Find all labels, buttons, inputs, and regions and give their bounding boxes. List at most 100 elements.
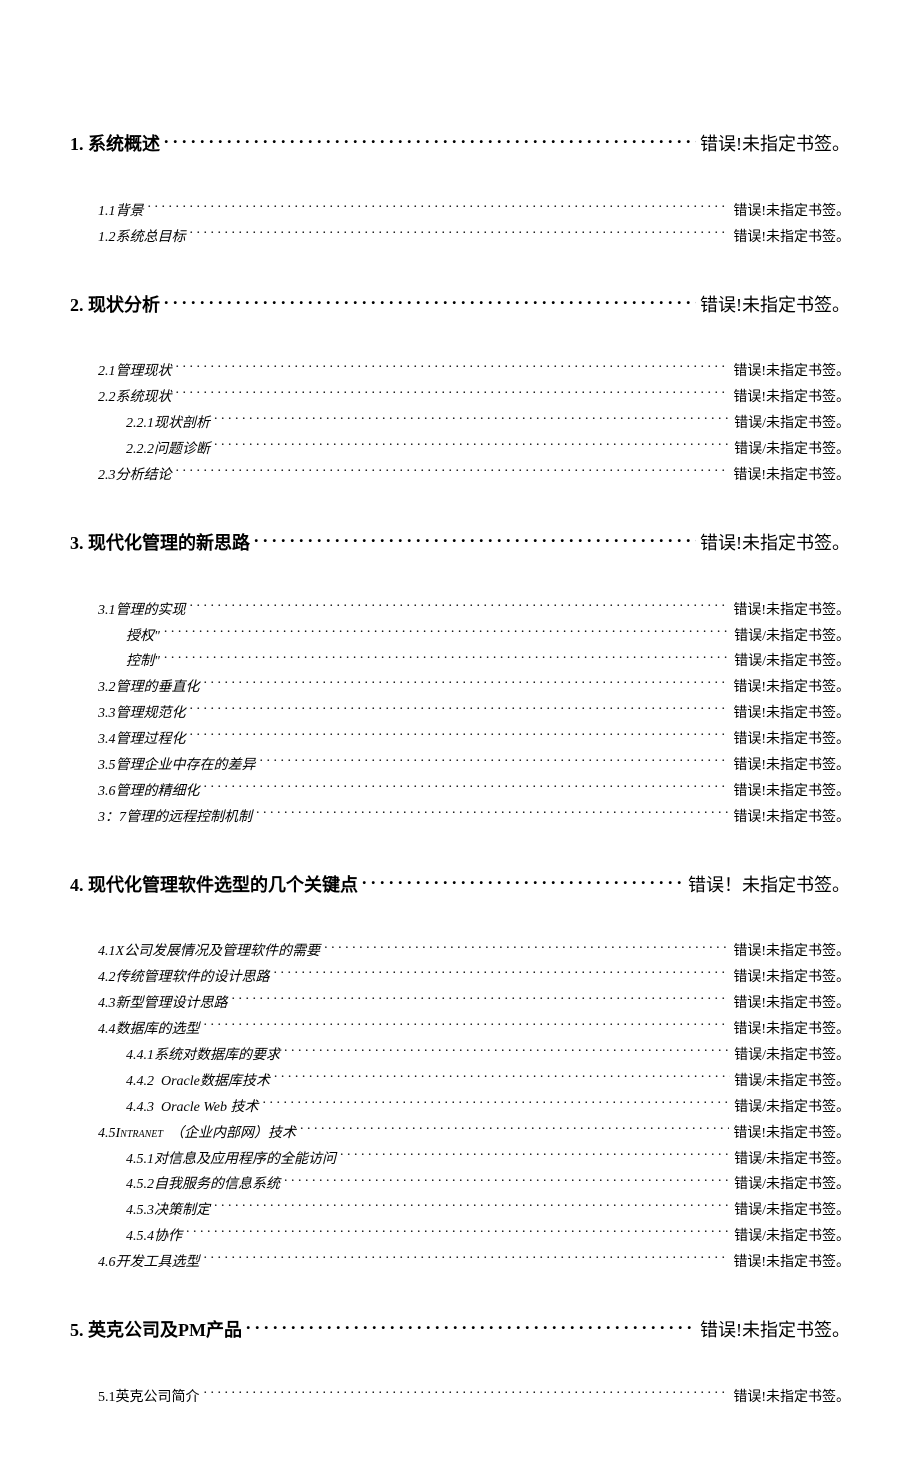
toc-leader-dots: [204, 677, 730, 691]
toc-leader-dots: [204, 781, 730, 795]
toc-entry-level-2: 3.1管理的实现 错误!未指定书签。: [98, 598, 850, 624]
toc-entry-level-2: 4.2传统管理软件的设计思路 错误!未指定书签。: [98, 965, 850, 991]
toc-leader-dots: [204, 1252, 730, 1266]
toc-leader-dots: [260, 755, 730, 769]
toc-page-ref: 错误!未指定书签。: [700, 291, 850, 320]
toc-leader-dots: [340, 1149, 730, 1163]
toc-entry-level-3: 4.5.1对信息及应用程序的全能访问 错误/未指定书签。: [126, 1147, 850, 1173]
toc-page-ref: 错误/未指定书签。: [734, 649, 850, 675]
toc-entry-level-2: 3.5管理企业中存在的差异 错误!未指定书签。: [98, 753, 850, 779]
toc-entry-level-3: 2.2.2问题诊断错误/未指定书签。: [126, 437, 850, 463]
toc-leader-dots: [176, 387, 730, 401]
toc-label: 2. 现状分析: [70, 291, 160, 320]
toc-entry-level-2: 5.1英克公司简介 错误!未指定书签。: [98, 1385, 850, 1411]
toc-label: 2.2系统现状: [98, 385, 172, 411]
toc-page-ref: 错误/未指定书签。: [734, 411, 850, 437]
toc-entry-level-3: 2.2.1现状剖析 错误/未指定书签。: [126, 411, 850, 437]
toc-leader-dots: [262, 1097, 730, 1111]
toc-entry-level-1: 1. 系统概述 错误!未指定书签。: [70, 130, 850, 159]
toc-leader-dots: [214, 439, 730, 453]
toc-label: 3.3管理规范化: [98, 701, 186, 727]
toc-leader-dots: [284, 1174, 730, 1188]
toc-label: 3.5管理企业中存在的差异: [98, 753, 256, 779]
toc-leader-dots: [164, 132, 696, 150]
toc-label: 3.6管理的精细化: [98, 779, 200, 805]
toc-label: 1.2系统总目标: [98, 225, 186, 251]
toc-entry-level-3: 4.4.3 Oracle Web 技术错误/未指定书签。: [126, 1095, 850, 1121]
toc-leader-dots: [176, 465, 730, 479]
toc-entry-level-1: 3. 现代化管理的新思路 错误!未指定书签。: [70, 529, 850, 558]
toc-leader-dots: [176, 361, 730, 375]
toc-label: 3.1管理的实现: [98, 598, 186, 624]
toc-leader-dots: [164, 626, 730, 640]
toc-entry-level-2: 2.3分析结论错误!未指定书签。: [98, 463, 850, 489]
toc-label: 2.3分析结论: [98, 463, 172, 489]
toc-leader-dots: [190, 227, 730, 241]
toc-page-ref: 错误!未指定书签。: [733, 965, 850, 991]
toc-leader-dots: [324, 941, 729, 955]
toc-label: 2.1管理现状: [98, 359, 172, 385]
toc-page-ref: 错误!未指定书签。: [733, 1385, 850, 1411]
toc-entry-level-3: 4.5.4协作 错误/未指定书签。: [126, 1224, 850, 1250]
toc-entry-level-2: 3：7管理的远程控制机制 错误!未指定书签。: [98, 805, 850, 831]
toc-entry-level-3: 4.4.1系统对数据库的要求错误/未指定书签。: [126, 1043, 850, 1069]
toc-label: 4.5Intranet （企业内部网）技术: [98, 1121, 296, 1147]
toc-entry-level-2: 3.6管理的精细化 错误!未指定书签。: [98, 779, 850, 805]
toc-leader-dots: [164, 293, 696, 311]
toc-leader-dots: [204, 1019, 730, 1033]
toc-label: 4.5.1对信息及应用程序的全能访问: [126, 1147, 336, 1173]
toc-label: 4.2传统管理软件的设计思路: [98, 965, 270, 991]
toc-label: 4.4数据库的选型: [98, 1017, 200, 1043]
toc-entry-level-2: 4.3新型管理设计思路错误!未指定书签。: [98, 991, 850, 1017]
toc-leader-dots: [300, 1123, 729, 1137]
toc-leader-dots: [214, 413, 730, 427]
toc-leader-dots: [190, 703, 730, 717]
toc-entry-level-2: 2.1管理现状错误!未指定书签。: [98, 359, 850, 385]
toc-page-ref: 错误!未指定书签。: [733, 753, 850, 779]
toc-page-ref: 错误!未指定书签。: [733, 805, 850, 831]
toc-label: 4.5.4协作: [126, 1224, 182, 1250]
toc-entry-level-2: 4.5Intranet （企业内部网）技术 错误!未指定书签。: [98, 1121, 850, 1147]
toc-entry-level-1: 5. 英克公司及PM产品错误!未指定书签。: [70, 1316, 850, 1345]
toc-leader-dots: [204, 1387, 730, 1401]
toc-label: 授权": [126, 624, 160, 650]
toc-page-ref: 错误/未指定书签。: [734, 1147, 850, 1173]
toc-page-ref: 错误!未指定书签。: [733, 727, 850, 753]
toc-label: 3. 现代化管理的新思路: [70, 529, 250, 558]
toc-page-ref: 错误!未指定书签。: [700, 529, 850, 558]
toc-page-ref: 错误！未指定书签。: [688, 871, 850, 900]
toc-page-ref: 错误/未指定书签。: [734, 1198, 850, 1224]
toc-page-ref: 错误!未指定书签。: [733, 385, 850, 411]
toc-page-ref: 错误!未指定书签。: [733, 779, 850, 805]
toc-label: 4.4.2 Oracle数据库技术: [126, 1069, 270, 1095]
toc-page-ref: 错误!未指定书签。: [733, 675, 850, 701]
toc-leader-dots: [284, 1045, 730, 1059]
toc-entry-level-3: 4.5.2自我服务的信息系统错误/未指定书签。: [126, 1172, 850, 1198]
toc-page-ref: 错误!未指定书签。: [733, 1121, 850, 1147]
toc-label: 2.2.1现状剖析: [126, 411, 210, 437]
table-of-contents: 1. 系统概述错误!未指定书签。1.1背景错误!未指定书签。1.2系统总目标错误…: [70, 130, 850, 1411]
toc-leader-dots: [274, 1071, 730, 1085]
toc-leader-dots: [190, 600, 730, 614]
toc-leader-dots: [148, 201, 730, 215]
toc-leader-dots: [274, 967, 730, 981]
toc-label: 5. 英克公司及PM产品: [70, 1316, 242, 1345]
toc-page-ref: 错误/未指定书签。: [734, 1224, 850, 1250]
toc-label: 4.4.1系统对数据库的要求: [126, 1043, 280, 1069]
toc-entry-level-2: 3.3管理规范化错误!未指定书签。: [98, 701, 850, 727]
toc-page-ref: 错误!未指定书签。: [733, 1250, 850, 1276]
toc-label: 1. 系统概述: [70, 130, 160, 159]
toc-entry-level-3: 4.5.3决策制定错误/未指定书签。: [126, 1198, 850, 1224]
toc-label: 4.3新型管理设计思路: [98, 991, 228, 1017]
toc-page-ref: 错误/未指定书签。: [734, 1095, 850, 1121]
toc-leader-dots: [246, 1318, 696, 1336]
toc-page-ref: 错误!未指定书签。: [700, 130, 850, 159]
toc-label: 3.2管理的垂直化: [98, 675, 200, 701]
toc-label: 5.1英克公司简介: [98, 1385, 200, 1411]
toc-entry-level-3: 授权"错误/未指定书签。: [126, 624, 850, 650]
toc-label: 3.4管理过程化: [98, 727, 186, 753]
toc-label: 2.2.2问题诊断: [126, 437, 210, 463]
toc-page-ref: 错误!未指定书签。: [733, 598, 850, 624]
toc-label: 3：7管理的远程控制机制: [98, 805, 252, 831]
toc-entry-level-2: 4.4数据库的选型错误!未指定书签。: [98, 1017, 850, 1043]
